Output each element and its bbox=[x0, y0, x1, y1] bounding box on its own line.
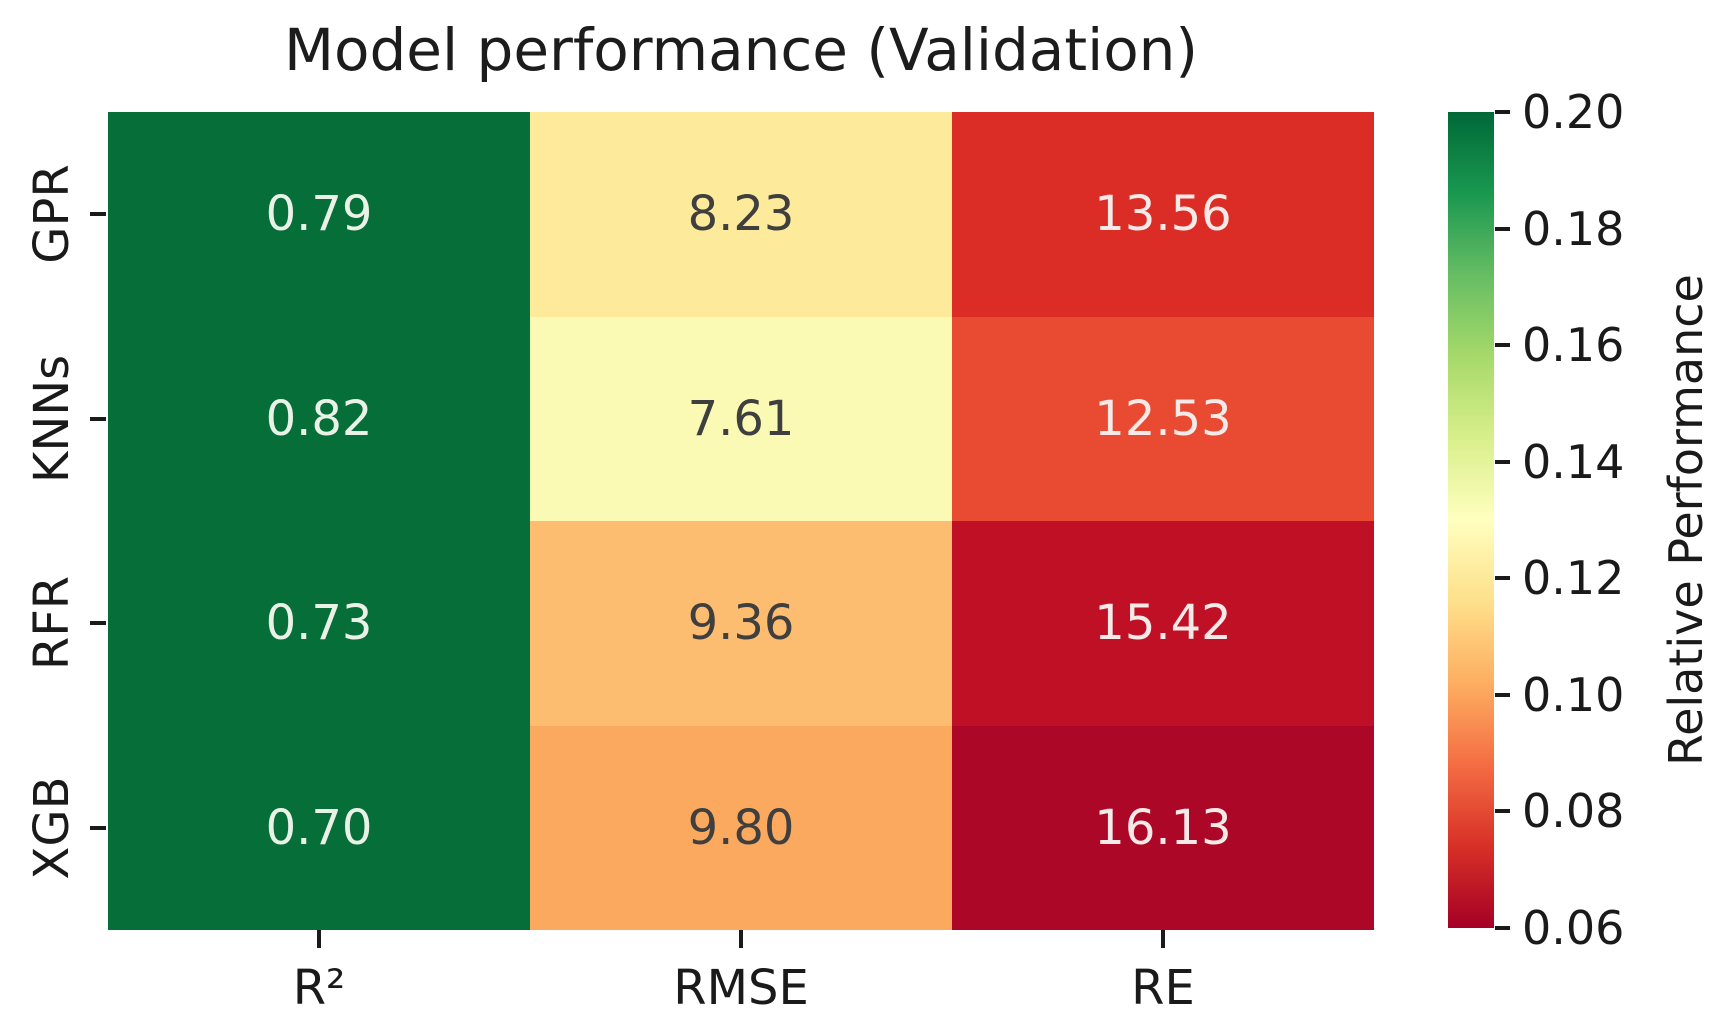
colorbar-tick-mark bbox=[1495, 459, 1510, 464]
y-tick-mark bbox=[90, 212, 106, 217]
y-tick-label: KNNs bbox=[24, 354, 80, 483]
heatmap-cell: 16.13 bbox=[952, 725, 1374, 930]
colorbar-tick-label: 0.14 bbox=[1522, 434, 1625, 489]
colorbar-gradient bbox=[1448, 112, 1494, 928]
colorbar-tick-mark bbox=[1495, 343, 1510, 348]
x-tick-mark bbox=[317, 930, 321, 948]
y-tick-mark bbox=[90, 825, 106, 830]
colorbar-tick-mark bbox=[1495, 110, 1510, 114]
heatmap-grid: 0.79 8.23 13.56 0.82 7.61 12.53 0.73 9.36 15.42 0… bbox=[108, 112, 1374, 930]
colorbar-axis-label: Relative Performance bbox=[1659, 274, 1713, 766]
colorbar-tick-label: 0.12 bbox=[1522, 551, 1625, 606]
heatmap-cell: 12.53 bbox=[952, 316, 1374, 521]
heatmap-cell: 0.73 bbox=[108, 521, 530, 726]
colorbar-tick-mark bbox=[1495, 576, 1510, 581]
heatmap-cell: 0.70 bbox=[108, 725, 530, 930]
colorbar-tick-label: 0.16 bbox=[1522, 318, 1625, 373]
y-tick-label: XGB bbox=[24, 776, 80, 880]
heatmap-cell: 9.36 bbox=[530, 521, 952, 726]
heatmap-cell: 9.80 bbox=[530, 725, 952, 930]
colorbar-tick-mark bbox=[1495, 926, 1510, 930]
x-tick-label: RMSE bbox=[673, 960, 809, 1016]
heatmap-cell: 15.42 bbox=[952, 521, 1374, 726]
colorbar-tick-mark bbox=[1495, 226, 1510, 231]
colorbar-tick-label: 0.18 bbox=[1522, 201, 1625, 256]
heatmap-cell: 0.79 bbox=[108, 112, 530, 317]
y-tick-label: RFR bbox=[24, 576, 80, 671]
y-tick-label: GPR bbox=[24, 164, 80, 265]
heatmap-cell: 8.23 bbox=[530, 112, 952, 317]
x-tick-label: R² bbox=[292, 960, 346, 1016]
colorbar-tick-label: 0.20 bbox=[1522, 85, 1625, 139]
colorbar-tick-mark bbox=[1495, 809, 1510, 814]
colorbar-tick-label: 0.08 bbox=[1522, 784, 1625, 839]
colorbar-tick-label: 0.10 bbox=[1522, 667, 1625, 722]
colorbar-tick-mark bbox=[1495, 692, 1510, 697]
y-tick-mark bbox=[90, 621, 106, 626]
colorbar-tick-label: 0.06 bbox=[1522, 901, 1625, 955]
heatmap-cell: 0.82 bbox=[108, 316, 530, 521]
heatmap-cell: 13.56 bbox=[952, 112, 1374, 317]
chart-title: Model performance (Validation) bbox=[283, 16, 1199, 84]
y-tick-mark bbox=[90, 416, 106, 421]
x-tick-label: RE bbox=[1131, 960, 1195, 1016]
x-tick-mark bbox=[1161, 930, 1165, 948]
x-tick-mark bbox=[739, 930, 743, 948]
heatmap-cell: 7.61 bbox=[530, 316, 952, 521]
